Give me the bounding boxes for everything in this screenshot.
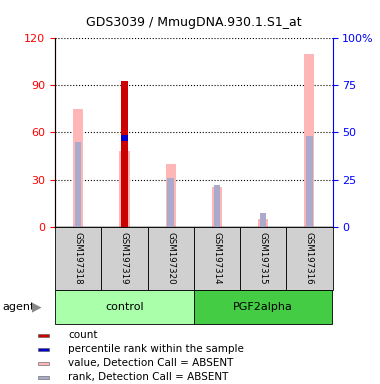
Bar	[119, 151, 130, 227]
Text: GSM197320: GSM197320	[166, 232, 175, 285]
Bar	[101, 227, 147, 290]
Bar	[306, 136, 313, 227]
Bar	[194, 290, 332, 324]
Bar	[75, 142, 81, 227]
Bar	[38, 334, 49, 337]
Bar	[38, 376, 49, 379]
Bar	[166, 164, 176, 227]
Bar	[73, 109, 83, 227]
Bar	[55, 290, 194, 324]
Text: count: count	[68, 330, 98, 340]
Bar	[121, 138, 128, 227]
Bar	[38, 348, 49, 351]
Text: ▶: ▶	[32, 301, 41, 314]
Bar	[260, 214, 266, 227]
Bar	[286, 227, 332, 290]
Text: PGF2alpha: PGF2alpha	[233, 302, 293, 312]
Bar	[304, 54, 315, 227]
Bar	[240, 227, 286, 290]
Text: GSM197315: GSM197315	[259, 232, 268, 285]
Bar	[55, 227, 101, 290]
Text: GSM197319: GSM197319	[120, 232, 129, 285]
Text: value, Detection Call = ABSENT: value, Detection Call = ABSENT	[68, 358, 234, 368]
Text: rank, Detection Call = ABSENT: rank, Detection Call = ABSENT	[68, 372, 229, 382]
Bar	[214, 185, 220, 227]
Text: percentile rank within the sample: percentile rank within the sample	[68, 344, 244, 354]
Bar	[212, 187, 222, 227]
Bar	[38, 362, 49, 365]
Bar	[121, 135, 128, 141]
Text: GDS3039 / MmugDNA.930.1.S1_at: GDS3039 / MmugDNA.930.1.S1_at	[86, 16, 302, 29]
Bar	[168, 178, 174, 227]
Text: GSM197316: GSM197316	[305, 232, 314, 285]
Text: agent: agent	[2, 302, 34, 312]
Text: control: control	[105, 302, 144, 312]
Bar	[121, 81, 128, 227]
Bar	[258, 219, 268, 227]
Text: GSM197314: GSM197314	[212, 232, 222, 285]
Bar	[194, 227, 240, 290]
Text: GSM197318: GSM197318	[74, 232, 83, 285]
Bar	[147, 227, 194, 290]
